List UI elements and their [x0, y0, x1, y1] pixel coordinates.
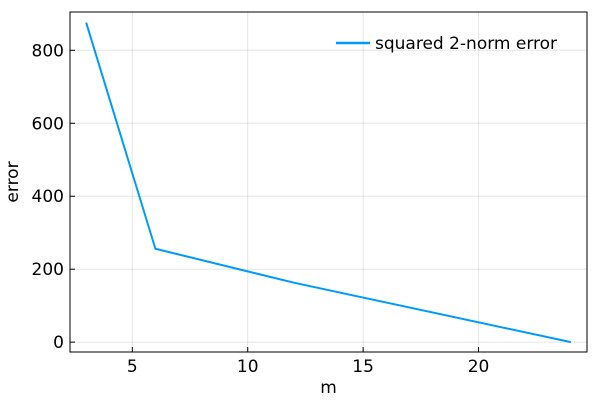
- y-axis-label: error: [3, 161, 23, 202]
- series-lines: [85, 22, 572, 344]
- x-tick-label: 10: [237, 357, 259, 377]
- x-tick-label: 20: [468, 357, 490, 377]
- legend: squared 2-norm error: [336, 34, 557, 54]
- y-tick-label: 400: [32, 187, 64, 207]
- y-tick-label: 200: [32, 260, 64, 280]
- series-line: [85, 22, 572, 344]
- y-tick-label: 800: [32, 41, 64, 61]
- y-tick-label: 600: [32, 114, 64, 134]
- plot-frame: [69, 11, 588, 353]
- x-tick-label: 5: [127, 357, 138, 377]
- legend-label: squared 2-norm error: [375, 34, 557, 54]
- x-axis-label: m: [320, 378, 337, 398]
- grid-lines: [70, 12, 587, 352]
- y-tick-label: 0: [53, 333, 64, 353]
- x-tick-label: 15: [352, 357, 374, 377]
